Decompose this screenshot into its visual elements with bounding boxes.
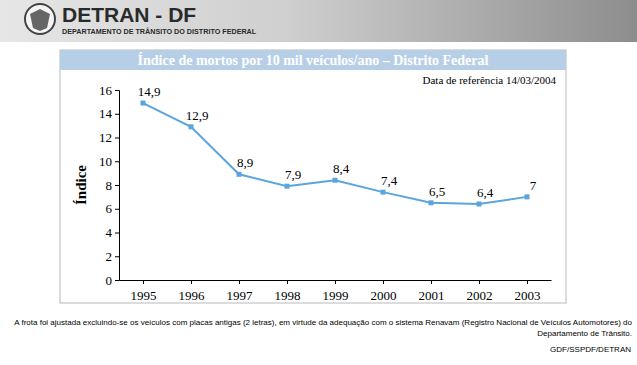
source: GDF/SSPDF/DETRAN xyxy=(550,345,631,354)
y-tick: 2 xyxy=(106,249,120,264)
plot-area xyxy=(141,101,530,207)
x-tick: 1997 xyxy=(227,280,254,303)
data-label: 8,4 xyxy=(333,161,350,176)
y-axis: 0 2 4 6 8 10 12 14 16 xyxy=(99,83,120,288)
x-tick-label: 1996 xyxy=(179,288,206,303)
chart-svg: DETRAN - DFDEPARTAMENTO DE TRÂNSITO DO D… xyxy=(0,0,637,365)
title-bar xyxy=(60,50,566,70)
data-line xyxy=(143,103,527,204)
x-tick-mark xyxy=(287,280,288,284)
data-point xyxy=(381,190,386,195)
x-tick: 1999 xyxy=(323,280,349,303)
data-label: 8,9 xyxy=(237,155,253,170)
x-tick-label: 2001 xyxy=(419,288,445,303)
y-tick-mark xyxy=(115,256,119,257)
x-tick: 2001 xyxy=(419,280,445,303)
x-tick: 1998 xyxy=(275,280,301,303)
header: DETRAN - DFDEPARTAMENTO DE TRÂNSITO DO D… xyxy=(0,0,637,42)
y-tick: 6 xyxy=(106,201,120,216)
data-label: 12,9 xyxy=(186,108,209,123)
x-tick-mark xyxy=(479,280,480,284)
data-label: 14,9 xyxy=(138,84,161,99)
chart-title: Índice de mortos por 10 mil veículos/ano… xyxy=(138,52,489,68)
data-point xyxy=(189,124,194,129)
x-tick-label: 2002 xyxy=(467,288,493,303)
y-tick-label: 12 xyxy=(99,130,112,145)
x-tick-mark xyxy=(191,280,192,284)
data-point xyxy=(429,200,434,205)
x-tick-label: 1998 xyxy=(275,288,301,303)
data-label: 7,9 xyxy=(285,167,301,182)
y-tick-mark xyxy=(115,209,119,210)
x-tick-mark xyxy=(239,280,240,284)
data-label: 7,4 xyxy=(381,173,398,188)
y-tick: 10 xyxy=(99,154,119,169)
data-label: 6,4 xyxy=(477,185,494,200)
y-tick: 8 xyxy=(106,178,120,193)
logo xyxy=(25,4,55,34)
x-axis: 1995 1996 1997 1998 1999 2000 2001 2002 2003 xyxy=(120,280,552,303)
x-tick: 2002 xyxy=(467,280,493,303)
x-tick-mark xyxy=(431,280,432,284)
x-tick-label: 1995 xyxy=(131,288,157,303)
y-tick: 0 xyxy=(106,273,120,288)
x-tick-label: 1997 xyxy=(227,288,254,303)
y-axis-title: Índice xyxy=(73,165,89,205)
header-title: DETRAN - DF xyxy=(62,3,196,26)
footnote: A frota foi ajustada excluindo-se os veí… xyxy=(6,317,632,339)
x-tick-label: 1999 xyxy=(323,288,349,303)
y-tick: 4 xyxy=(106,225,120,240)
y-tick: 16 xyxy=(99,83,119,98)
data-point xyxy=(141,101,146,106)
y-tick-mark xyxy=(115,114,119,115)
data-point xyxy=(525,194,530,199)
data-point xyxy=(285,184,290,189)
y-tick-label: 0 xyxy=(106,273,113,288)
data-point xyxy=(333,178,338,183)
x-tick: 1996 xyxy=(179,280,206,303)
x-tick: 2003 xyxy=(515,280,541,303)
y-axis-line xyxy=(115,91,120,281)
x-tick-mark xyxy=(383,280,384,284)
x-tick-mark xyxy=(335,280,336,284)
y-tick-label: 10 xyxy=(99,154,112,169)
y-tick-label: 4 xyxy=(106,225,113,240)
chart-subtitle: Data de referência 14/03/2004 xyxy=(423,74,557,86)
data-label: 6,5 xyxy=(429,184,445,199)
data-point xyxy=(477,202,482,207)
y-tick: 12 xyxy=(99,130,119,145)
x-tick-mark xyxy=(527,280,528,284)
y-tick-label: 14 xyxy=(99,106,113,121)
y-tick-label: 16 xyxy=(99,83,113,98)
x-tick-mark xyxy=(143,280,144,284)
logo-emblem xyxy=(30,9,50,31)
y-tick-mark xyxy=(115,161,119,162)
y-tick-label: 8 xyxy=(106,178,113,193)
header-background xyxy=(0,0,637,42)
y-tick-mark xyxy=(115,90,119,91)
y-tick: 14 xyxy=(99,106,119,121)
data-labels: 14,9 12,9 8,9 7,9 8,4 7,4 6,5 6,4 7 xyxy=(138,84,537,200)
y-tick-mark xyxy=(115,138,119,139)
x-tick-label: 2000 xyxy=(371,288,397,303)
x-tick: 1995 xyxy=(131,280,157,303)
y-tick-label: 2 xyxy=(106,249,113,264)
data-label: 7 xyxy=(530,178,537,193)
x-tick: 2000 xyxy=(371,280,397,303)
y-tick-mark xyxy=(115,233,119,234)
y-tick-mark xyxy=(115,185,119,186)
y-tick-mark xyxy=(115,280,119,281)
x-tick-label: 2003 xyxy=(515,288,541,303)
header-subtitle: DEPARTAMENTO DE TRÂNSITO DO DISTRITO FED… xyxy=(62,27,257,36)
y-tick-label: 6 xyxy=(106,201,113,216)
data-point xyxy=(237,172,242,177)
chart-frame xyxy=(60,50,566,303)
